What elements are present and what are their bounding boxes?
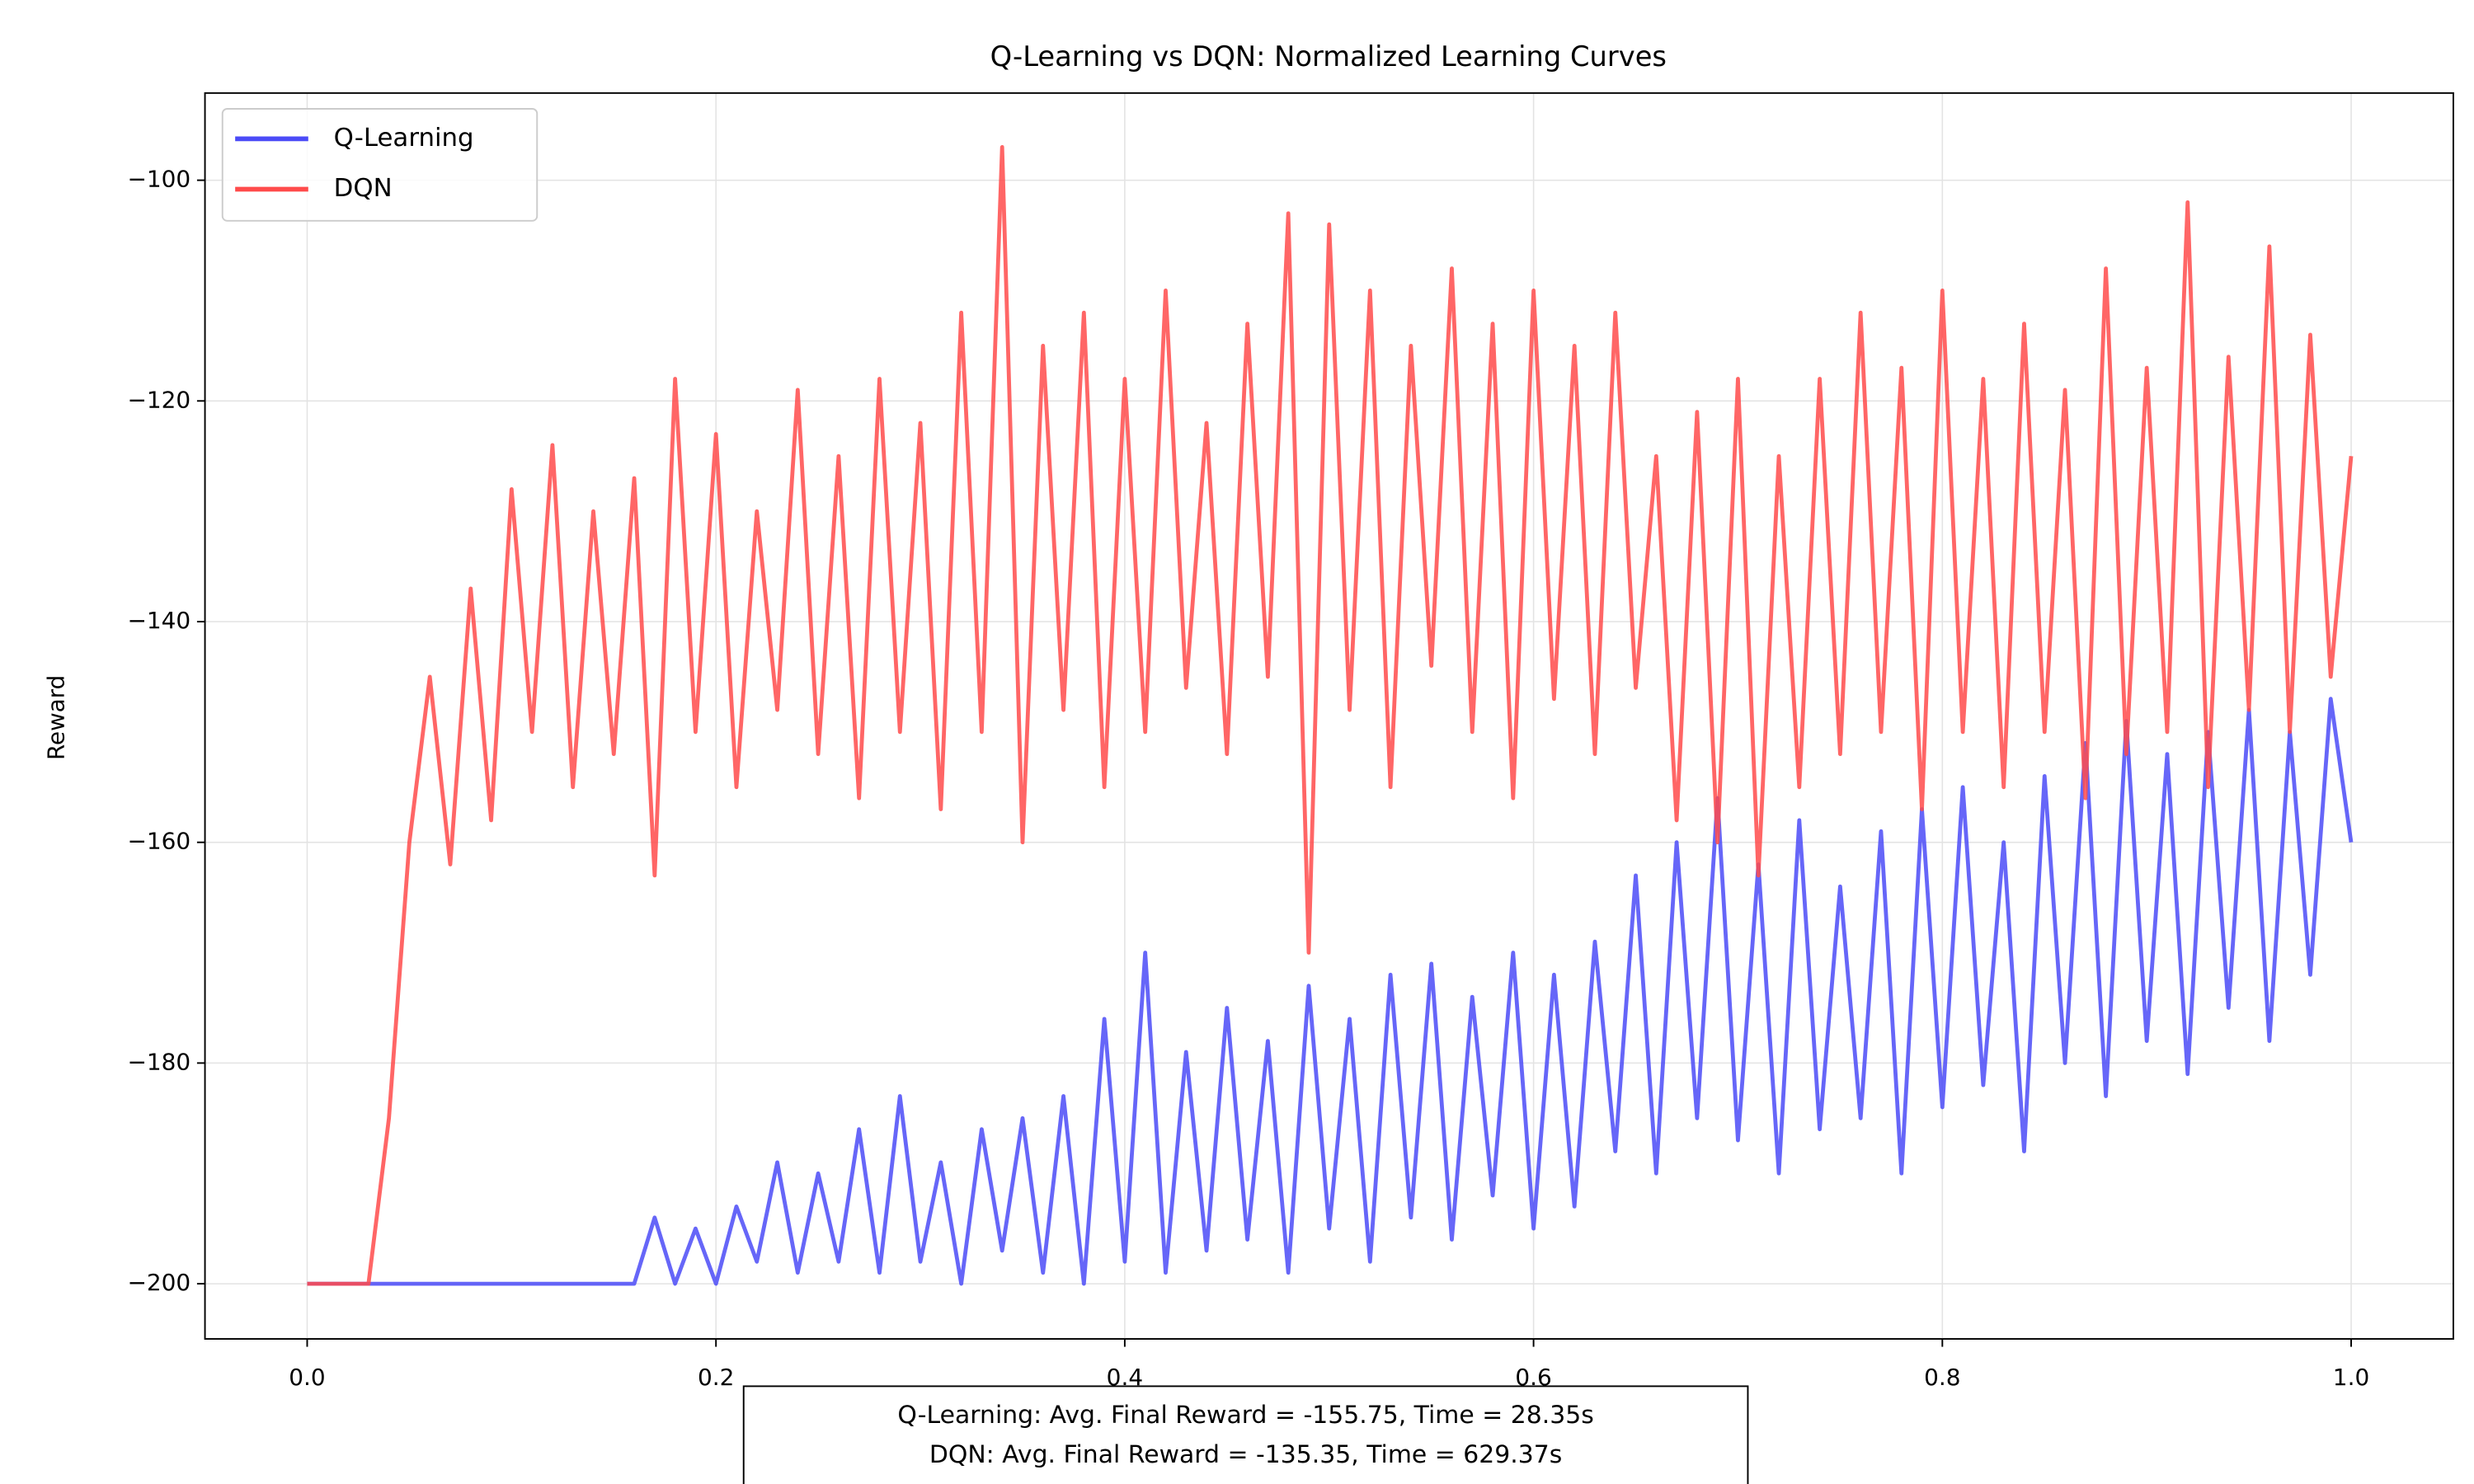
annotation: DQN: Avg. Final Reward = -135.35, Time =…: [929, 1440, 1562, 1469]
plot-frame: [204, 92, 2454, 1340]
y-tick-label: −100: [127, 166, 190, 193]
y-tick-label: −180: [127, 1048, 190, 1075]
y-axis-label: Reward: [42, 675, 69, 760]
chart-title: Q-Learning vs DQN: Normalized Learning C…: [990, 40, 1667, 73]
x-tick-label: 0.6: [1515, 1364, 1551, 1391]
x-tick-label: 0.8: [1924, 1364, 1960, 1391]
annotation: Q-Learning: Avg. Final Reward = -155.75,…: [897, 1401, 1593, 1430]
y-tick-label: −160: [127, 828, 190, 855]
x-tick-label: 0.2: [698, 1364, 734, 1391]
x-tick-label: 0.0: [289, 1364, 325, 1391]
annotation-box: [742, 1385, 1749, 1484]
y-tick-label: −120: [127, 386, 190, 413]
legend-entries: Q-Learning DQN: [235, 123, 474, 203]
legend-label: DQN: [334, 173, 393, 203]
plot-group: [307, 145, 2354, 1286]
x-tick-label: 1.0: [2333, 1364, 2369, 1391]
series-line: [307, 697, 2354, 1286]
y-tick-label: −200: [127, 1269, 190, 1296]
grid-group: [205, 92, 2453, 1340]
series-line: [307, 145, 2354, 1286]
x-tick-label: 0.4: [1107, 1364, 1143, 1391]
y-tick-label: −140: [127, 607, 190, 634]
legend-label: Q-Learning: [334, 123, 474, 153]
